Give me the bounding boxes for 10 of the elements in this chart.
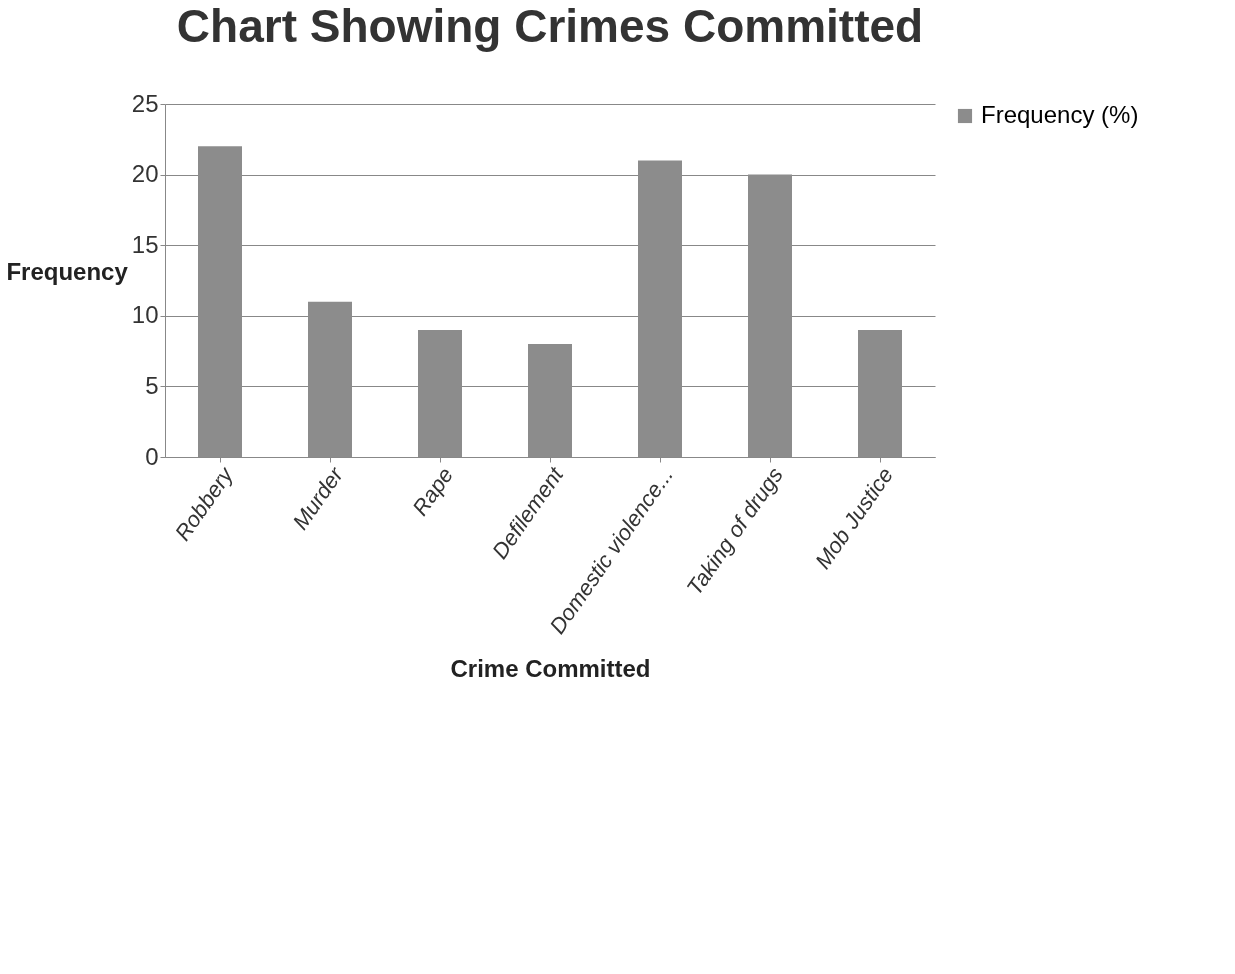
y-tick-label: 20 [131, 160, 159, 188]
y-tick-label: 25 [131, 89, 159, 117]
x-axis-title: Crime Committed [450, 654, 651, 682]
y-axis-title: Frequency [6, 257, 129, 285]
chart-title: Chart Showing Crimes Committed [176, 0, 924, 52]
y-tick-label: 0 [145, 442, 159, 470]
y-tick-label: 5 [145, 371, 159, 399]
y-tick-label: 15 [131, 230, 159, 258]
y-tick-label: 10 [131, 301, 159, 329]
legend-label: Frequency (%) [981, 101, 1139, 128]
